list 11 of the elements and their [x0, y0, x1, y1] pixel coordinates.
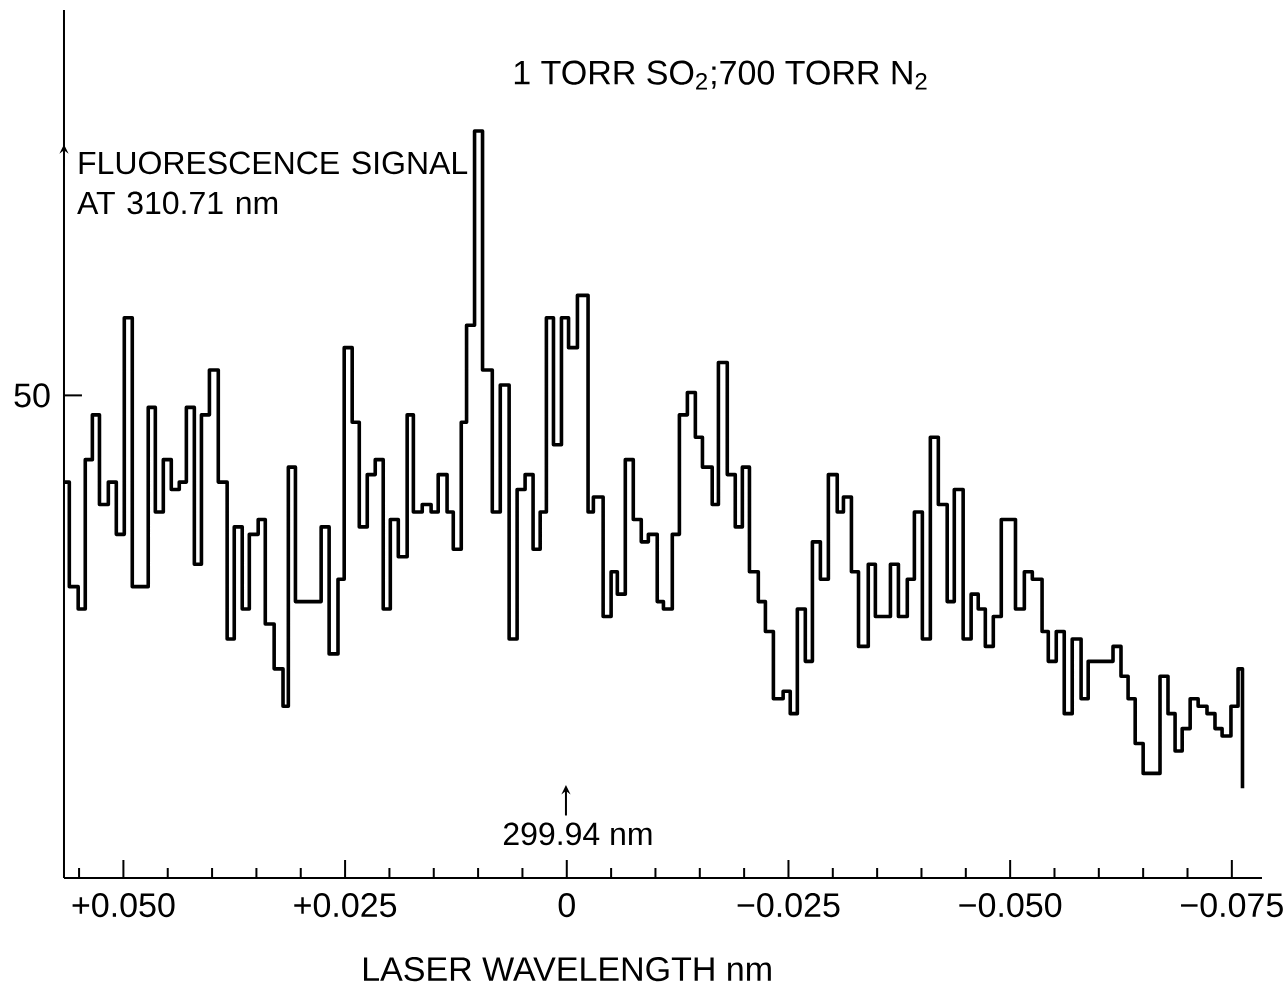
text: 50: [14, 383, 50, 408]
x-tick-label: 0: [558, 893, 575, 918]
x-tick-label: −0.025: [737, 893, 840, 918]
x-tick-label: +0.025: [294, 893, 397, 918]
annotation: 299.94 nm: [503, 822, 652, 846]
x-tick-label: −0.075: [1181, 893, 1283, 918]
chart-title: 1 TORR SO$_{2}$;700 TORR N$_{2}$: [514, 60, 927, 90]
x-tick-label: +0.050: [72, 893, 175, 918]
x-tick-label: −0.050: [959, 893, 1062, 918]
y-axis-title: FLUORESCENCE SIGNAL AT 310.71 nm: [77, 151, 468, 215]
x-axis-title: LASER WAVELENGTH nm: [364, 957, 771, 982]
